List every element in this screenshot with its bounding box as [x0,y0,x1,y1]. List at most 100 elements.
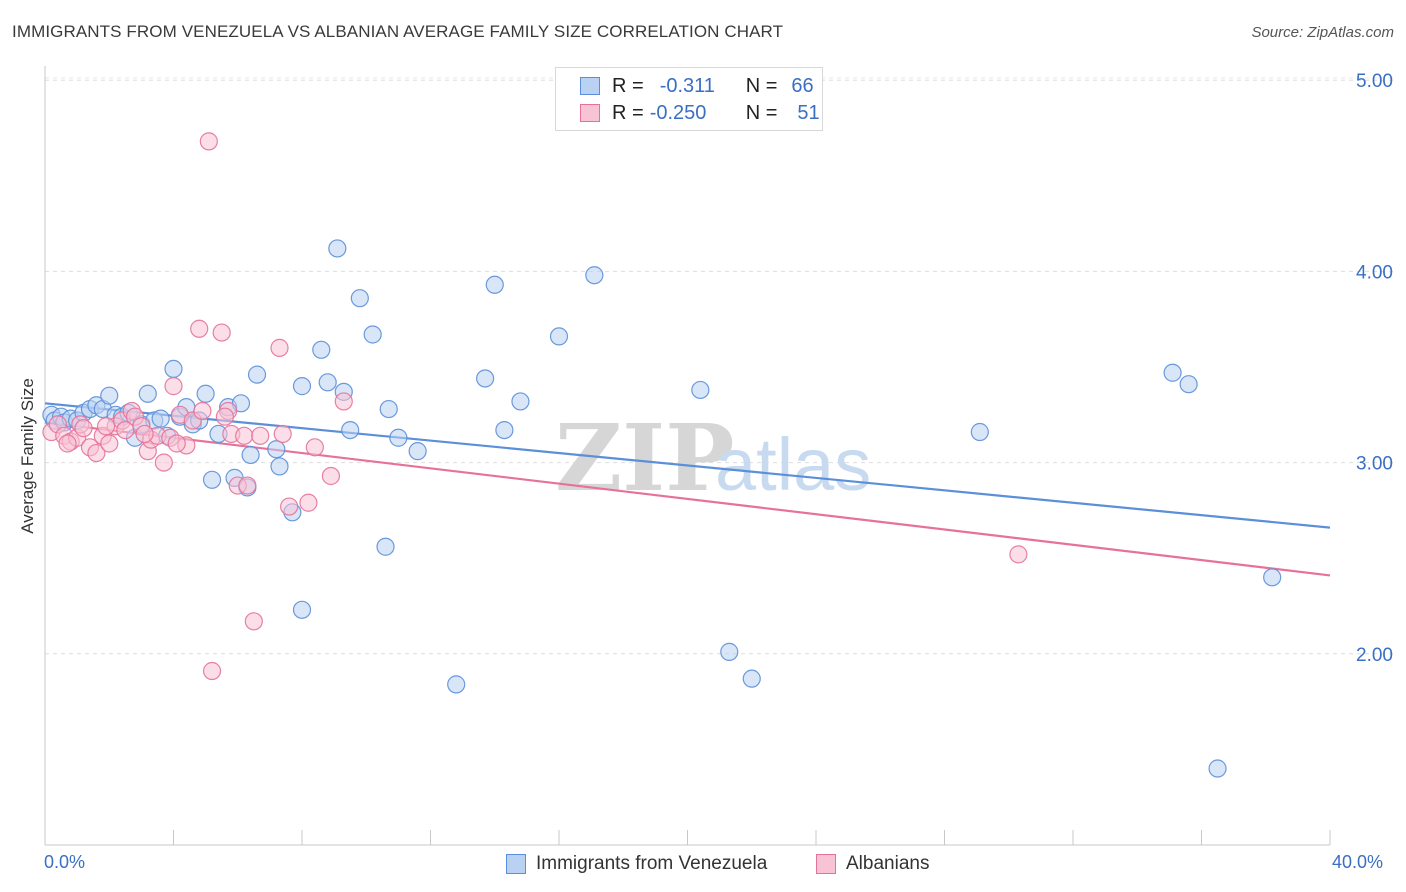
data-point [292,377,312,396]
data-point [720,642,739,661]
data-point [280,497,299,516]
data-point [87,443,106,463]
bottom-legend-albanians: Albanians [816,852,929,876]
data-point [190,319,209,338]
data-point [1263,568,1282,587]
data-point [292,600,312,619]
data-point [202,661,222,681]
legend-r-label: R = [612,101,644,124]
y-tick-label: 5.00 [1356,71,1393,92]
stats-legend: R = -0.311 N = 66 R = -0.250 N = 51 [555,67,823,131]
data-point [199,132,218,151]
legend-n-value: 51 [797,101,820,124]
legend-n-label: N = [745,74,778,97]
chart-title: IMMIGRANTS FROM VENEZUELA VS ALBANIAN AV… [12,22,784,41]
y-tick-label: 4.00 [1356,262,1393,283]
data-point [312,340,331,359]
data-point [334,392,353,411]
data-point [363,325,382,344]
y-tick-label: 3.00 [1356,454,1393,475]
data-point [350,289,369,308]
data-point [135,424,154,444]
data-point [485,275,504,294]
data-point [167,434,186,453]
data-point [549,327,569,346]
bottom-legend-venezuela: Immigrants from Venezuela [506,852,767,876]
bottom-legend-label: Albanians [846,853,930,874]
x-tick-label-min: 0.0% [44,852,86,872]
data-point [151,409,170,428]
data-point [215,407,234,426]
grid-lines [45,77,1395,655]
data-point [154,453,173,472]
data-point [1163,363,1182,382]
legend-n-value: 66 [791,74,814,97]
data-point [251,426,270,445]
data-point [164,359,183,379]
data-point [58,434,77,453]
data-point [241,445,260,465]
data-point [1009,545,1028,564]
legend-row-albanians: R = -0.250 N = 51 [580,101,820,125]
data-point [193,401,212,421]
data-point [244,612,263,631]
data-point [321,466,341,486]
data-point [100,434,119,453]
legend-row-venezuela: R = -0.311 N = 66 [580,74,814,98]
data-point [511,392,530,411]
watermark-atlas: atlas [715,423,871,506]
data-point [742,669,761,688]
data-point [299,493,318,512]
data-point [389,428,408,447]
data-point [585,266,604,285]
axes [44,66,1331,846]
data-point [74,419,93,438]
data-point [138,384,157,403]
y-tick-label: 2.00 [1356,645,1393,666]
bottom-legend-swatch-blue [506,854,526,874]
data-point [376,537,395,556]
legend-n-label: N = [745,101,778,124]
data-point [202,470,222,489]
legend-r-value: -0.311 [659,74,715,97]
data-point [270,338,289,357]
trend-line [44,402,1331,529]
data-point [1208,759,1227,778]
data-point [235,426,254,445]
bottom-legend-label: Immigrants from Venezuela [536,853,768,874]
data-point [164,377,183,396]
data-point [238,476,257,495]
trend-line [44,421,1331,577]
data-point [247,365,267,384]
data-point [341,420,360,440]
legend-swatch-blue [580,77,600,95]
data-point [408,442,427,461]
source-label: Source: ZipAtlas.com [1251,24,1394,41]
data-point [447,675,466,694]
data-point [96,417,116,436]
data-point [495,420,514,440]
data-point [270,457,289,476]
legend-r-label: R = [612,74,644,97]
data-points [42,132,1282,778]
legend-swatch-pink [580,104,600,122]
data-point [267,440,286,459]
y-axis-label: Average Family Size [18,378,37,534]
y-tick-labels: 2.00 3.00 4.00 5.00 [1356,71,1393,666]
data-point [318,373,337,392]
data-point [305,438,324,457]
data-point [273,424,292,444]
data-point [379,399,398,419]
x-tick-label-max: 40.0% [1332,852,1384,872]
data-point [691,380,710,400]
data-point [196,384,215,403]
data-point [476,369,495,388]
data-point [100,386,119,405]
data-point [212,323,231,342]
data-point [328,239,347,258]
trend-lines [44,402,1331,577]
data-point [970,422,989,442]
watermark-zip: ZIP [555,404,734,512]
data-point [1179,375,1198,394]
